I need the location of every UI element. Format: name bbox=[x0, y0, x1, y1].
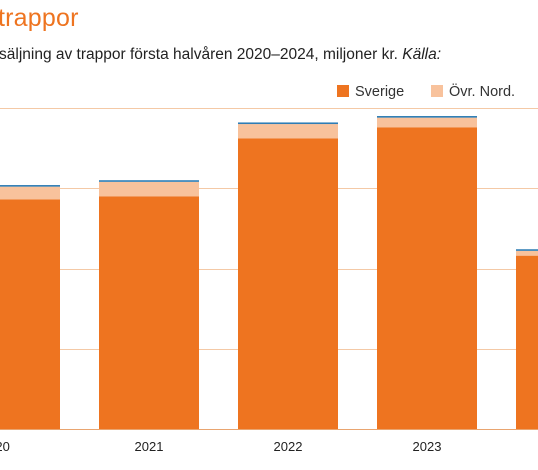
legend-label-1: Övr. Nord. bbox=[449, 82, 515, 100]
chart-title: trappor bbox=[0, 4, 79, 32]
x-tick-label-2022: 2022 bbox=[274, 439, 303, 454]
bar-2024-series-0 bbox=[516, 255, 538, 429]
bar-2022-series-0 bbox=[238, 138, 338, 429]
x-tick-labels: 020 2021 2022 2023 bbox=[0, 439, 441, 454]
chart-subtitle: säljning av trappor första halvåren 2020… bbox=[0, 46, 441, 64]
bar-2020-series-0 bbox=[0, 199, 60, 429]
bar-2021-series-2 bbox=[99, 180, 199, 182]
x-tick-label-2023: 2023 bbox=[413, 439, 442, 454]
bar-2020-series-1 bbox=[0, 186, 60, 200]
bar-2022-series-2 bbox=[238, 122, 338, 125]
legend-label-0: Sverige bbox=[355, 84, 404, 100]
bars bbox=[0, 116, 538, 429]
legend: Sverige Övr. Nord. bbox=[337, 82, 515, 100]
bar-2023-series-0 bbox=[377, 127, 477, 429]
legend-swatch-0 bbox=[337, 85, 349, 97]
x-tick-label-2020: 020 bbox=[0, 439, 10, 454]
source-label: Källa: bbox=[402, 46, 442, 63]
bar-2024-series-2 bbox=[516, 249, 538, 251]
subtitle-text: säljning av trappor första halvåren 2020… bbox=[0, 46, 398, 63]
bar-2023-series-2 bbox=[377, 116, 477, 118]
bar-2022-series-1 bbox=[238, 124, 338, 139]
bar-2024-series-1 bbox=[516, 250, 538, 256]
legend-swatch-1 bbox=[431, 85, 443, 97]
x-tick-label-2021: 2021 bbox=[135, 439, 164, 454]
bar-2023-series-1 bbox=[377, 117, 477, 128]
bar-2021-series-0 bbox=[99, 196, 199, 429]
bar-2020-series-2 bbox=[0, 185, 60, 187]
bar-2021-series-1 bbox=[99, 181, 199, 197]
